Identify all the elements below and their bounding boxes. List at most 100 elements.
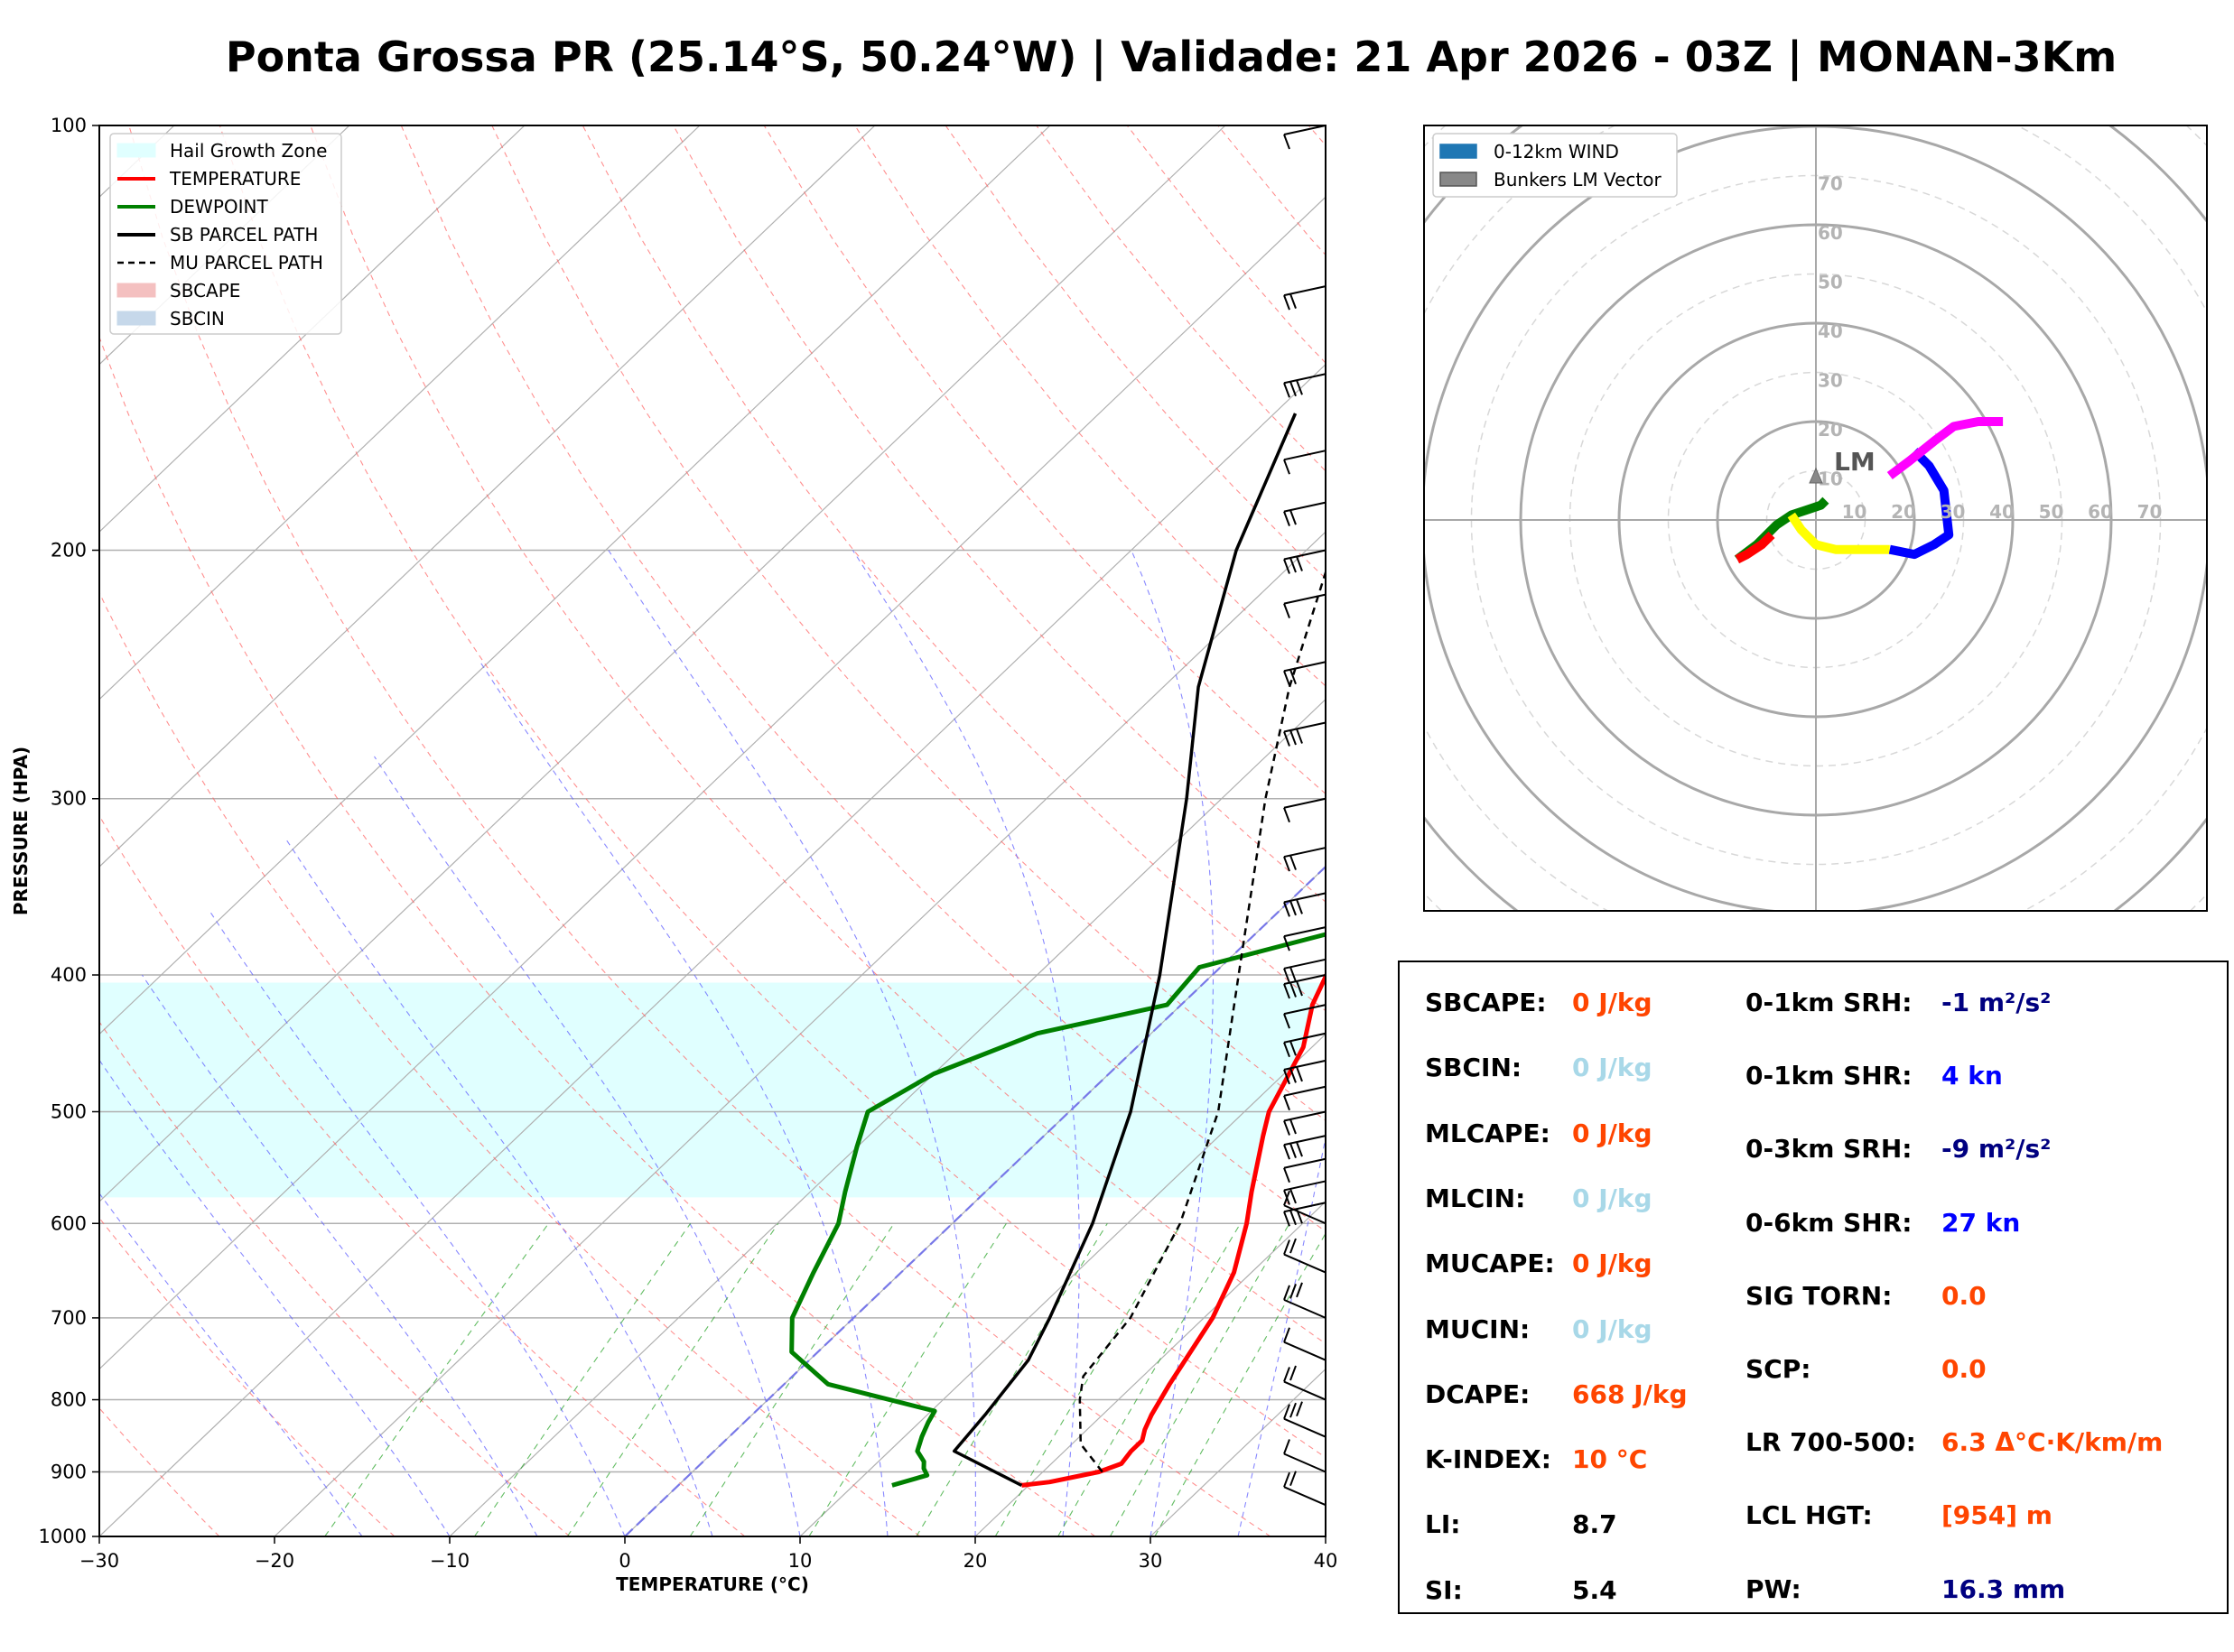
wind-barb-flag (1289, 1188, 1297, 1204)
hodograph-trace (1735, 531, 1775, 564)
stat-value: -9 m²/s² (1941, 1134, 2052, 1165)
ring-label-x: 30 (1941, 501, 1966, 523)
wind-barb-flag (1283, 1120, 1290, 1136)
wind-barb-flag (1283, 1190, 1290, 1206)
moist-adiabat (852, 550, 1080, 1536)
ring-label-y: 60 (1818, 222, 1843, 244)
wind-barb (1283, 1452, 1326, 1473)
wind-barb-flag (1296, 1066, 1303, 1082)
wind-barb-flag (1283, 1013, 1290, 1029)
wind-barb-flag (1283, 935, 1290, 951)
x-tick-label: 0 (619, 1550, 630, 1572)
ring-label-x: 20 (1891, 501, 1916, 523)
stat-label: SI: (1425, 1574, 1463, 1605)
wind-barb-flag (1283, 1069, 1290, 1085)
isotherm (624, 866, 1326, 1536)
ring-label-y: 40 (1818, 320, 1843, 342)
stat-label: SCP: (1745, 1354, 1811, 1384)
stat-value: 0 J/kg (1572, 1053, 1652, 1083)
stat-value: 27 kn (1941, 1207, 2021, 1238)
wind-barb (1283, 1004, 1326, 1016)
ring-label-y: 30 (1818, 370, 1843, 392)
isotherm (99, 125, 1226, 1202)
wind-barb (1283, 125, 1326, 135)
wind-barb-flag (1296, 729, 1303, 744)
chart-title: Ponta Grossa PR (25.14°S, 50.24°W) | Val… (225, 32, 2118, 81)
ring-label-y: 50 (1818, 272, 1843, 293)
sounding-indices-panel: SBCAPE: 0 J/kg SBCIN: 0 J/kg MLCAPE: 0 J/kg ML… (1398, 961, 2229, 1614)
lm-vector-marker (1809, 467, 1823, 484)
wind-barb (1283, 1380, 1326, 1401)
wind-barb-flag (1296, 556, 1303, 571)
isotherm (99, 363, 1326, 1536)
mixing-ratio-line (566, 1222, 779, 1536)
stat-label: LI: (1425, 1509, 1461, 1540)
stat-value: 16.3 mm (1941, 1573, 2066, 1604)
wind-barb-flag (1296, 1141, 1303, 1157)
x-tick-label: −10 (430, 1550, 470, 1572)
series-sb-parcel-path (952, 413, 1298, 1487)
wind-barb (1283, 1341, 1326, 1361)
wind-barb-flag (1289, 1365, 1297, 1381)
moist-adiabat (1131, 550, 1215, 1536)
wind-barb-flag (1289, 669, 1297, 685)
stat-value: 0 J/kg (1572, 1313, 1652, 1344)
wind-barb-flag (1289, 1040, 1297, 1056)
wind-barb (1283, 1298, 1326, 1319)
wind-barb (1283, 1157, 1326, 1169)
wind-barb-flag (1289, 1471, 1297, 1487)
wind-barb-flag (1289, 729, 1297, 746)
dry-adiabat (763, 125, 1326, 795)
series-temperature (1021, 971, 1326, 1488)
stat-label: DCAPE: (1425, 1378, 1531, 1409)
x-tick-label: 20 (963, 1550, 988, 1572)
wind-barb (1283, 1085, 1326, 1097)
hodograph-trace (1886, 417, 2004, 479)
legend-swatch (1439, 172, 1477, 187)
wind-barb-flag (1289, 381, 1297, 397)
wind-barb (1283, 1253, 1326, 1274)
isotherm (99, 125, 350, 366)
y-tick-label: 1000 (39, 1526, 87, 1547)
wind-barb-flag (1296, 1282, 1303, 1298)
legend-swatch (1439, 144, 1477, 159)
skewt-legend: Hail Growth Zone TEMPERATURE DEWPOINT SB PA… (109, 133, 342, 335)
wind-barb-flag (1283, 856, 1290, 872)
dry-adiabat (99, 1217, 396, 1536)
stat-label: SIG TORN: (1745, 1280, 1893, 1311)
legend-label: Hail Growth Zone (170, 140, 327, 162)
stat-label: SBCIN: (1425, 1053, 1522, 1083)
hodograph-trace (1787, 512, 1890, 554)
wind-barb (1283, 1417, 1326, 1438)
wind-barb-flag (1289, 293, 1297, 309)
series-mu-parcel-path (1078, 569, 1326, 1473)
legend-label: SBCAPE (170, 280, 240, 302)
isotherm (99, 125, 701, 701)
y-tick-label: 400 (51, 964, 87, 986)
wind-barb-flag (1283, 294, 1290, 311)
hodograph-ring (1225, 0, 2234, 1110)
wind-barb-flag (1289, 1143, 1297, 1158)
stat-label: 0-1km SRH: (1745, 988, 1913, 1017)
stat-label: MLCIN: (1425, 1183, 1526, 1213)
stat-label: LR 700-500: (1745, 1427, 1916, 1458)
dry-adiabat (128, 125, 1271, 1536)
stat-label: SBCAPE: (1425, 988, 1547, 1017)
legend-box (109, 133, 342, 335)
legend-label: SB PARCEL PATH (170, 224, 318, 246)
wind-barb (1283, 1486, 1326, 1507)
ring-label-x: 40 (1989, 501, 2015, 523)
skewt-plot-area (99, 125, 1326, 1536)
y-axis-label: PRESSURE (HPA) (10, 747, 32, 915)
wind-barb-flag (1296, 379, 1303, 395)
stat-value: 6.3 Δ°C·K/km/m (1941, 1427, 2164, 1458)
wind-barb-flag (1283, 670, 1290, 686)
dry-adiabat (400, 125, 1326, 1232)
stat-value: 0 J/kg (1572, 988, 1652, 1017)
stat-label: PW: (1745, 1573, 1801, 1604)
legend-label: MU PARCEL PATH (170, 252, 323, 274)
wind-barb (1283, 797, 1326, 809)
stat-value: 0.0 (1941, 1280, 1987, 1311)
wind-barb-flag (1289, 509, 1297, 525)
